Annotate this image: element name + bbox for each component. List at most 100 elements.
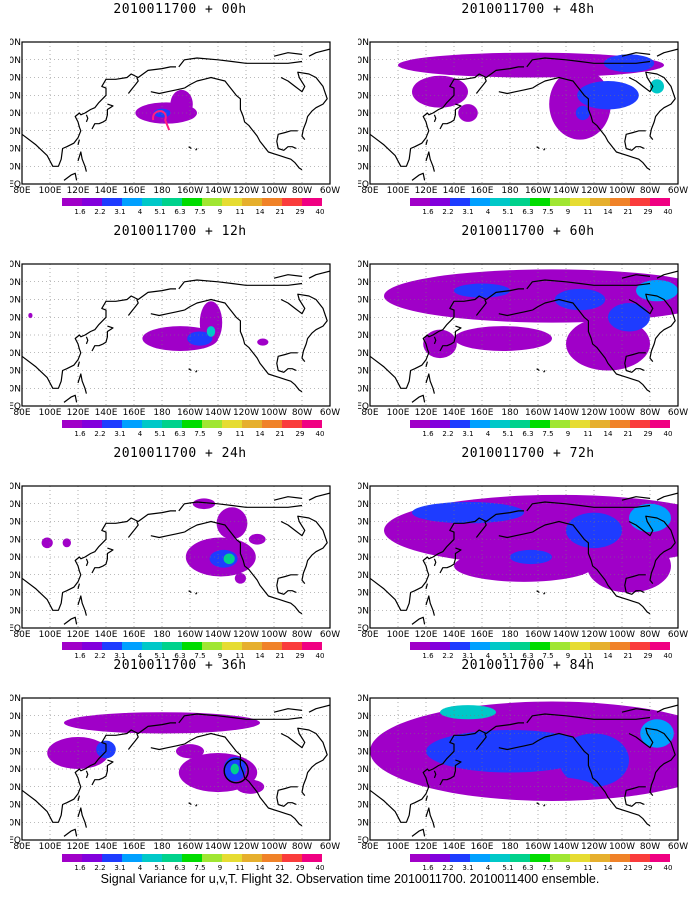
colorbar-swatch	[142, 642, 162, 650]
colorbar-label: 11	[584, 864, 593, 872]
colorbar-swatch	[510, 854, 530, 862]
coastline	[85, 336, 89, 345]
colorbar-label: 4	[138, 208, 143, 216]
latitude-label: 80N	[10, 260, 21, 270]
colorbar-label: 5.1	[154, 864, 165, 872]
coastline	[273, 52, 303, 57]
latitude-label: EQ	[10, 624, 21, 634]
colorbar-label: 7.5	[194, 430, 205, 438]
colorbar-swatch	[470, 198, 490, 206]
coastline	[425, 139, 428, 146]
coastline	[273, 274, 303, 279]
colorbar-label: 40	[664, 864, 673, 872]
coastline	[370, 722, 524, 823]
latitude-label: 80N	[10, 694, 21, 704]
coastline	[150, 531, 185, 539]
longitude-label: 140E	[95, 408, 118, 418]
colorbar-label: 21	[276, 208, 285, 216]
coastline	[188, 590, 192, 594]
colorbar-swatch	[262, 642, 282, 650]
longitude-label: 140W	[553, 630, 579, 640]
longitude-label: 180	[501, 186, 518, 196]
coastline	[526, 279, 651, 290]
colorbar-swatch	[490, 198, 510, 206]
latitude-label: 80N	[358, 482, 369, 492]
latitude-label: EQ	[10, 402, 21, 412]
longitude-label: 60W	[320, 408, 340, 418]
colorbar-swatch	[242, 854, 262, 862]
coastline	[195, 370, 198, 373]
colorbar-swatch	[162, 642, 182, 650]
coastline	[543, 592, 546, 595]
coastline	[656, 492, 678, 501]
longitude-label: 120E	[67, 186, 90, 196]
longitude-label: 60W	[668, 630, 688, 640]
colorbar-swatch	[202, 198, 222, 206]
colorbar-swatch	[122, 420, 142, 428]
coastline	[178, 501, 303, 512]
latitude-label: 40N	[10, 553, 21, 563]
longitude-label: 180	[153, 408, 170, 418]
colorbar-label: 14	[256, 864, 265, 872]
latitude-label: 20N	[358, 145, 369, 155]
coastline	[63, 394, 78, 403]
map-frame	[21, 263, 331, 407]
coastline	[91, 103, 114, 130]
colorbar-label: 1.6	[422, 652, 434, 660]
longitude-label: 80E	[13, 842, 30, 852]
colorbar-label: 21	[624, 430, 633, 438]
map-canvas: EQ 10N 20N 30N 40N 50N 60N 70N 80N 80E 100E 120E 140…	[10, 482, 340, 660]
colorbar-swatch	[430, 854, 450, 862]
colorbar-label: 2.2	[442, 652, 453, 660]
colorbar-swatch	[142, 854, 162, 862]
coastline	[475, 77, 487, 94]
colorbar-label: 1.6	[422, 864, 434, 872]
coastline	[127, 733, 139, 750]
coastline	[308, 270, 330, 279]
colorbar-swatch	[182, 198, 202, 206]
colorbar-swatch	[630, 854, 650, 862]
longitude-label: 180	[501, 842, 518, 852]
colorbar-label: 14	[604, 430, 613, 438]
colorbar-swatch	[510, 198, 530, 206]
coastline	[178, 57, 303, 68]
colorbar-label: 29	[644, 208, 653, 216]
map-canvas: EQ 10N 20N 30N 40N 50N 60N 70N 80N 80E 100E 120E 140…	[358, 694, 688, 872]
map-content	[370, 42, 678, 184]
coastline	[543, 148, 546, 151]
coastline	[425, 373, 435, 394]
variance-shading	[216, 507, 248, 540]
colorbar-swatch	[282, 198, 302, 206]
latitude-label: 40N	[10, 109, 21, 119]
colorbar-label: 29	[644, 864, 653, 872]
latitude-label: 70N	[358, 712, 369, 722]
latitude-label: 50N	[10, 747, 21, 757]
map-content	[370, 698, 678, 840]
coastline	[532, 520, 651, 615]
latitude-label: 20N	[358, 801, 369, 811]
longitude-label: 160W	[177, 186, 203, 196]
colorbar-label: 1.6	[74, 652, 86, 660]
longitude-label: 160E	[471, 186, 494, 196]
variance-shading	[423, 329, 457, 359]
coastline	[308, 492, 330, 501]
colorbar-swatch	[530, 642, 550, 650]
latitude-label: 70N	[10, 500, 21, 510]
latitude-label: 30N	[10, 349, 21, 359]
map-frame	[21, 697, 331, 841]
colorbar-swatch	[450, 198, 470, 206]
latitude-label: 10N	[10, 162, 21, 172]
longitude-label: 120W	[233, 630, 259, 640]
coastline	[425, 361, 428, 368]
colorbar-label: 29	[644, 652, 653, 660]
colorbar-swatch	[610, 420, 630, 428]
colorbar-swatch	[450, 854, 470, 862]
coastline	[188, 146, 192, 150]
coastline	[22, 66, 176, 167]
coastline	[532, 732, 651, 827]
colorbar-label: 1.6	[74, 430, 86, 438]
variance-shading	[640, 719, 674, 748]
colorbar-label: 6.3	[522, 430, 533, 438]
coastline	[91, 547, 114, 574]
longitude-label: 180	[153, 842, 170, 852]
